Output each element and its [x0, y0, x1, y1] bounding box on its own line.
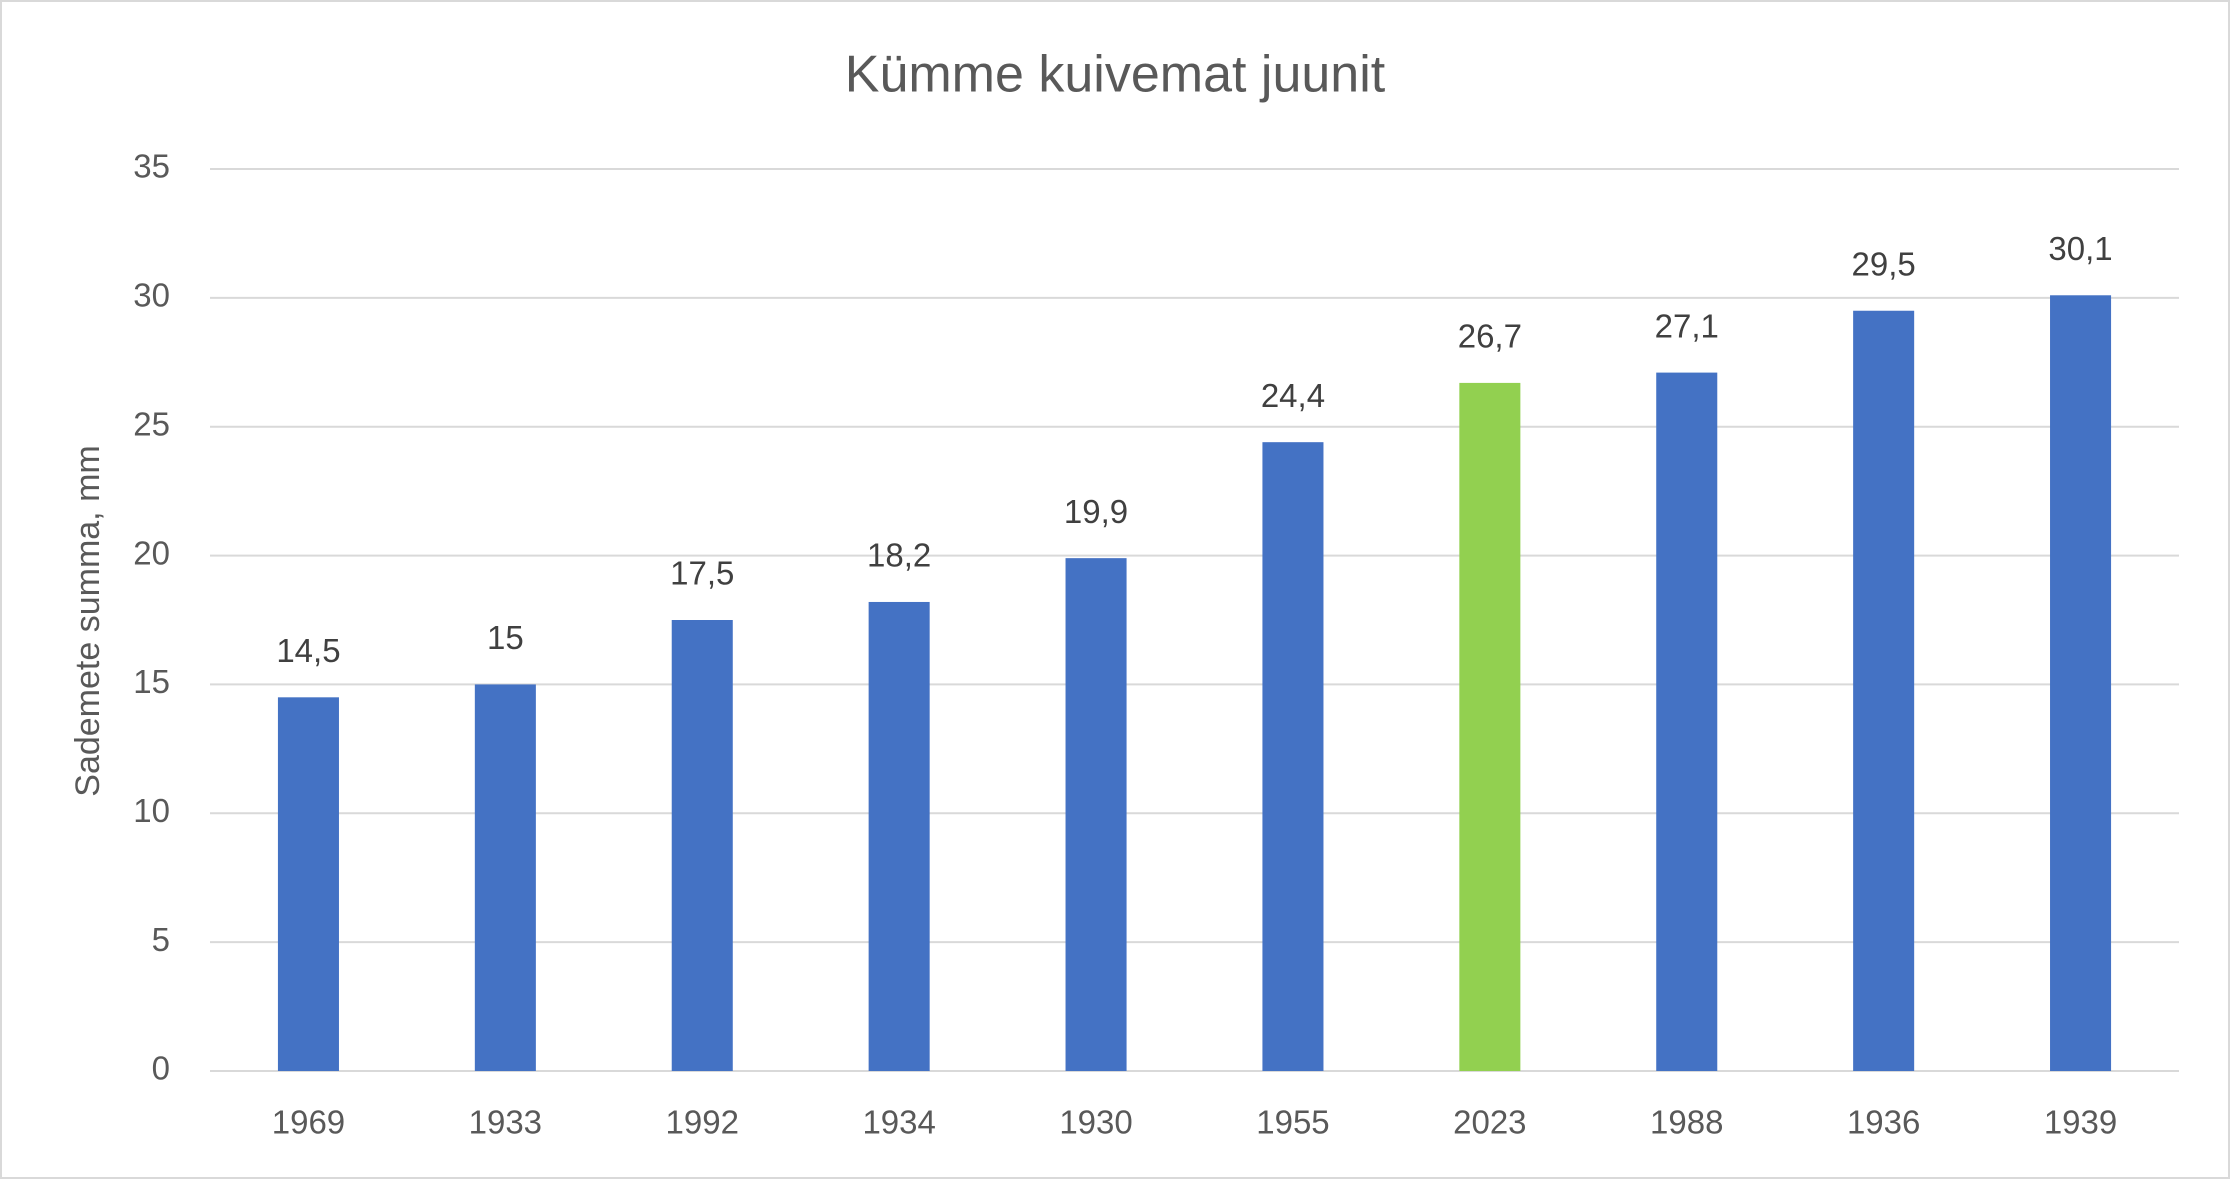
x-tick-label: 1936 [1847, 1104, 1920, 1141]
x-tick-label: 1934 [862, 1104, 935, 1141]
y-tick-label: 15 [133, 663, 170, 700]
bar [474, 684, 536, 1071]
x-tick-label: 1933 [469, 1104, 542, 1141]
data-label: 17,5 [670, 555, 734, 592]
data-label: 29,5 [1852, 245, 1916, 282]
data-label: 24,4 [1261, 377, 1325, 414]
chart-title: Kümme kuivemat juunit [845, 46, 1386, 104]
y-tick-label: 25 [133, 405, 170, 442]
data-label: 14,5 [276, 632, 340, 669]
data-label: 18,2 [867, 537, 931, 574]
y-tick-label: 20 [133, 534, 170, 571]
bar [1656, 372, 1718, 1071]
x-tick-label: 1969 [272, 1104, 345, 1141]
data-label: 15 [487, 619, 524, 656]
data-label: 19,9 [1064, 493, 1128, 530]
bar [277, 697, 339, 1071]
data-label: 26,7 [1458, 318, 1522, 355]
x-tick-label: 1930 [1059, 1104, 1132, 1141]
x-tick-label: 1992 [666, 1104, 739, 1141]
x-tick-label: 1988 [1650, 1104, 1723, 1141]
bar [2050, 295, 2112, 1071]
x-tick-label: 1955 [1256, 1104, 1329, 1141]
y-tick-label: 35 [133, 148, 170, 185]
data-label: 30,1 [2048, 230, 2112, 267]
y-tick-label: 10 [133, 792, 170, 829]
x-tick-label: 1939 [2044, 1104, 2117, 1141]
y-tick-label: 0 [152, 1050, 170, 1087]
bar [1065, 558, 1127, 1071]
y-tick-label: 30 [133, 277, 170, 314]
bar [1853, 310, 1915, 1071]
bar [1262, 442, 1324, 1072]
bar [868, 601, 930, 1071]
data-label: 27,1 [1655, 307, 1719, 344]
y-tick-label: 5 [152, 921, 170, 958]
bar [1459, 382, 1521, 1072]
bar [671, 620, 733, 1071]
y-axis-title: Sademete summa, mm [69, 445, 107, 796]
x-tick-label: 2023 [1453, 1104, 1526, 1141]
